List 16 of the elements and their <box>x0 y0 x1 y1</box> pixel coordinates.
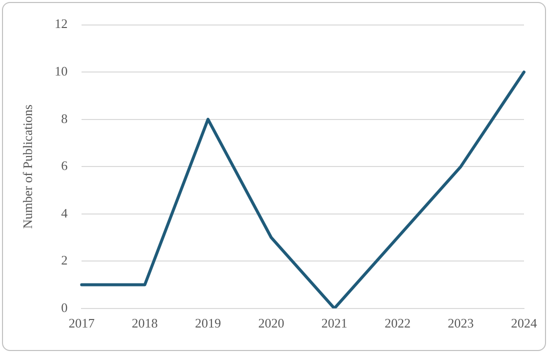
x-tick-label: 2019 <box>195 316 221 331</box>
y-tick-label: 0 <box>61 300 68 315</box>
x-tick-label: 2020 <box>258 316 284 331</box>
y-tick-label: 6 <box>61 158 68 174</box>
y-tick-label: 12 <box>54 16 68 32</box>
x-tick-label: 2017 <box>68 316 96 331</box>
x-tick-label: 2023 <box>448 316 474 331</box>
x-tick-label: 2018 <box>132 316 158 331</box>
y-tick-label: 10 <box>54 63 68 78</box>
y-tick-label: 2 <box>61 252 68 268</box>
y-tick-label: 8 <box>61 110 68 126</box>
x-tick-label: 2021 <box>321 316 348 331</box>
x-tick-label: 2022 <box>384 316 411 331</box>
x-tick-label: 2024 <box>511 316 538 331</box>
y-tick-label: 4 <box>61 205 68 220</box>
y-axis-title: Number of Publications <box>20 104 36 229</box>
